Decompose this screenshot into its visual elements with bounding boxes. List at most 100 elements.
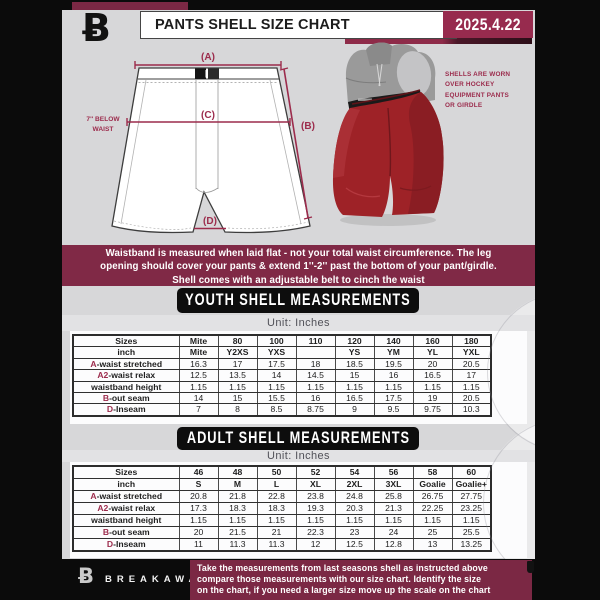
table-cell: L (256, 478, 297, 491)
table-cell: 12.5 (178, 369, 219, 382)
text-line: EQUIPMENT PANTS (445, 91, 509, 99)
table-cell: 60 (451, 465, 492, 479)
waist-note-line1: 7'' BELOW (86, 116, 120, 123)
table-cell: 10.3 (451, 403, 492, 417)
date-badge: 2025.4.22 (443, 11, 533, 38)
table-cell: YL (412, 346, 453, 359)
footer-logo-icon: Ƀ (78, 564, 95, 588)
header-ribbon (345, 35, 532, 44)
table-cell: 25 (412, 526, 453, 539)
measure-letter: A2 (97, 370, 109, 381)
table-cell: 7 (178, 403, 219, 417)
row-label: inch (72, 346, 180, 359)
table-cell: 17.5 (256, 357, 297, 371)
table-cell: 15 (217, 392, 258, 405)
table-cell: 9 (334, 403, 375, 417)
table-cell: 1.15 (412, 514, 453, 527)
row-label: waistband height (72, 514, 180, 527)
table-cell: 48 (217, 465, 258, 479)
page: Ƀ PANTS SHELL SIZE CHART 2025.4.22 (A) (… (62, 10, 535, 559)
table-cell: 19.3 (295, 502, 336, 515)
table-cell: 14 (256, 369, 297, 382)
table-cell: Goalie+ (451, 478, 492, 491)
table-cell: 22.3 (295, 526, 336, 539)
table-cell: 18.3 (217, 502, 258, 515)
table-cell: 18.3 (256, 502, 297, 515)
shorts-outline (111, 67, 311, 234)
measure-letter: D (106, 404, 114, 415)
table-row: inch Mite Y2XS YXS YS YM YL YXL (72, 346, 492, 359)
diagram-label-a: (A) (201, 52, 215, 63)
measure-letter: A2 (97, 503, 109, 514)
table-cell: 1.15 (334, 514, 375, 527)
table-cell: 120 (334, 334, 375, 348)
table-row: A-waist stretched 20.8 21.8 22.8 23.8 24.8 25.… (72, 490, 492, 503)
belt-buckle (195, 68, 206, 79)
table-cell: 140 (373, 334, 414, 348)
table-cell: 9.75 (412, 403, 453, 417)
table-cell: Mite (178, 346, 219, 359)
table-cell: 46 (178, 465, 219, 479)
table-cell: 56 (373, 465, 414, 479)
table-cell: 21.8 (217, 490, 258, 503)
table-cell: 13 (412, 538, 453, 552)
table-cell: 1.15 (178, 514, 219, 527)
table-cell: 16.5 (334, 392, 375, 405)
table-cell: 1.15 (178, 380, 219, 394)
table-row: D-Inseam 11 11.3 11.3 12 12.5 12.8 13 13.25 (72, 538, 492, 552)
measure-letter: B (102, 527, 110, 538)
table-cell: 1.15 (256, 380, 297, 394)
table-cell: 20 (412, 357, 453, 371)
table-cell: 3XL (373, 478, 414, 491)
table-cell: 12.8 (373, 538, 414, 552)
table-cell: 160 (412, 334, 453, 348)
waist-note-line2: WAIST (93, 126, 114, 133)
table-cell: 18.5 (334, 357, 375, 371)
diagram-label-c: (C) (201, 110, 215, 121)
table-cell: 1.15 (334, 380, 375, 394)
table-cell: Goalie (412, 478, 453, 491)
table-cell: 19.5 (373, 357, 414, 371)
table-cell: 20.5 (451, 392, 492, 405)
row-label: inch (72, 478, 180, 491)
text-line: Take the measurements from last seasons … (197, 563, 488, 573)
table-cell: 100 (256, 334, 297, 348)
table-cell: 25.8 (373, 490, 414, 503)
diagram-label-b: (B) (301, 121, 315, 132)
table-cell: XL (295, 478, 336, 491)
table-cell: YXS (256, 346, 297, 359)
table-cell: 80 (217, 334, 258, 348)
table-cell: Mite (178, 334, 219, 348)
table-cell: 1.15 (412, 380, 453, 394)
shell-product-photo (332, 42, 444, 226)
row-label: A2-waist relax (72, 502, 180, 515)
footer-note: Take the measurements from last seasons … (190, 560, 532, 600)
table-cell: 1.15 (217, 380, 258, 394)
text-line: on the chart, if you need a larger size … (197, 585, 491, 595)
top-accent-bar (72, 2, 188, 10)
adult-section-title: ADULT SHELL MEASUREMENTS (186, 429, 410, 447)
table-cell: S (178, 478, 219, 491)
table-cell: 15.5 (256, 392, 297, 405)
table-cell: 180 (451, 334, 492, 348)
table-cell: 11.3 (217, 538, 258, 552)
text-line: compare those measurements with our size… (197, 574, 482, 584)
table-row: A2-waist relax 12.5 13.5 14 14.5 15 16 16.5 17 (72, 369, 492, 382)
row-label: Sizes (72, 334, 180, 348)
row-label: A-waist stretched (72, 490, 180, 503)
table-cell: 20 (178, 526, 219, 539)
youth-unit-label: Unit: Inches (62, 315, 535, 331)
table-cell: 1.15 (295, 380, 336, 394)
shorts-measurement-diagram: (A) (C) (B) (D) 7'' BELOW (86, 52, 315, 234)
table-cell: 12.5 (334, 538, 375, 552)
table-cell: 16.3 (178, 357, 219, 371)
table-cell: 1.15 (373, 514, 414, 527)
adult-table: Sizes 46 48 50 52 54 56 58 60 inch S M L XL 2XL 3XL Goal… (72, 465, 492, 552)
table-cell: 17.5 (373, 392, 414, 405)
text-line: opening should cover your pants & extend… (100, 261, 497, 273)
text-line: OVER HOCKEY (445, 81, 495, 89)
table-cell: 16 (373, 369, 414, 382)
table-cell: 1.15 (451, 514, 492, 527)
page-title: PANTS SHELL SIZE CHART (140, 11, 457, 39)
